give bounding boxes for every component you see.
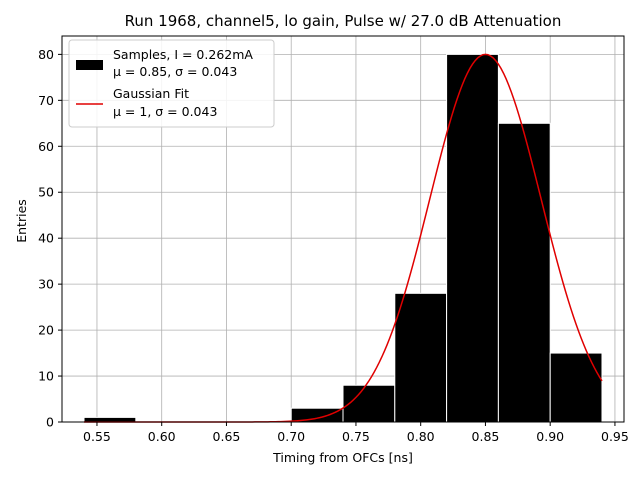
histogram-bar bbox=[549, 352, 603, 423]
x-tick-label: 0.90 bbox=[536, 429, 564, 444]
legend-samples-swatch bbox=[76, 60, 103, 70]
x-tick-label: 0.55 bbox=[83, 429, 111, 444]
legend-samples-label: Samples, I = 0.262mA bbox=[113, 47, 253, 62]
axis-ticks: 0.55 0.60 0.65 0.70 0.75 0.80 0.85 0.90 0.95 0 10 2… bbox=[38, 47, 629, 444]
y-tick-label: 40 bbox=[38, 231, 54, 246]
plot-frame bbox=[61, 35, 625, 423]
x-tick-label: 0.80 bbox=[407, 429, 435, 444]
legend-samples-stats: μ = 0.85, σ = 0.043 bbox=[113, 64, 237, 79]
y-tick-label: 20 bbox=[38, 323, 54, 338]
histogram-bar bbox=[394, 292, 448, 423]
y-tick-label: 10 bbox=[38, 369, 54, 384]
y-tick-label: 30 bbox=[38, 277, 54, 292]
histogram-bars bbox=[83, 53, 603, 423]
x-axis-label: Timing from OFCs [ns] bbox=[272, 450, 413, 465]
histogram-bar bbox=[497, 122, 551, 423]
legend: Samples, I = 0.262mA μ = 0.85, σ = 0.043… bbox=[68, 39, 275, 128]
chart-title: Run 1968, channel5, lo gain, Pulse w/ 27… bbox=[125, 12, 562, 30]
y-axis-label: Entries bbox=[14, 199, 29, 243]
y-tick-label: 50 bbox=[38, 185, 54, 200]
y-tick-label: 80 bbox=[38, 47, 54, 62]
y-tick-label: 70 bbox=[38, 93, 54, 108]
y-tick-label: 0 bbox=[46, 415, 54, 430]
x-tick-label: 0.60 bbox=[148, 429, 176, 444]
legend-fit-stats: μ = 1, σ = 0.043 bbox=[113, 104, 217, 119]
x-tick-label: 0.65 bbox=[213, 429, 241, 444]
x-tick-label: 0.85 bbox=[472, 429, 500, 444]
x-tick-label: 0.95 bbox=[601, 429, 629, 444]
histogram-bar bbox=[342, 384, 396, 423]
legend-box bbox=[68, 39, 275, 128]
y-tick-label: 60 bbox=[38, 139, 54, 154]
x-tick-label: 0.75 bbox=[342, 429, 370, 444]
legend-fit-label: Gaussian Fit bbox=[113, 86, 189, 101]
x-tick-label: 0.70 bbox=[277, 429, 305, 444]
